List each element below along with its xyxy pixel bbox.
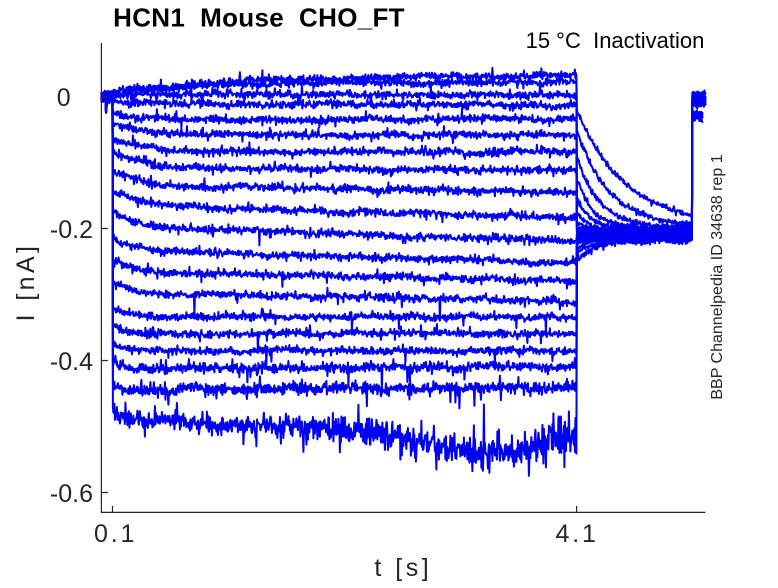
svg-text:0: 0 (57, 84, 71, 112)
svg-text:t [s]: t [s] (374, 554, 432, 582)
svg-text:HCN1 Mouse CHO_FT: HCN1 Mouse CHO_FT (113, 3, 405, 33)
svg-text:I [nA]: I [nA] (12, 243, 40, 322)
svg-text:4.1: 4.1 (556, 520, 599, 548)
svg-text:0.1: 0.1 (94, 520, 137, 548)
svg-text:-0.4: -0.4 (50, 348, 93, 376)
svg-text:-0.6: -0.6 (50, 480, 93, 508)
svg-text:15 °C Inactivation: 15 °C Inactivation (526, 28, 705, 53)
svg-text:BBP Channelpedia ID 34638 rep: BBP Channelpedia ID 34638 rep 1 (709, 154, 726, 399)
svg-text:-0.2: -0.2 (50, 216, 93, 244)
